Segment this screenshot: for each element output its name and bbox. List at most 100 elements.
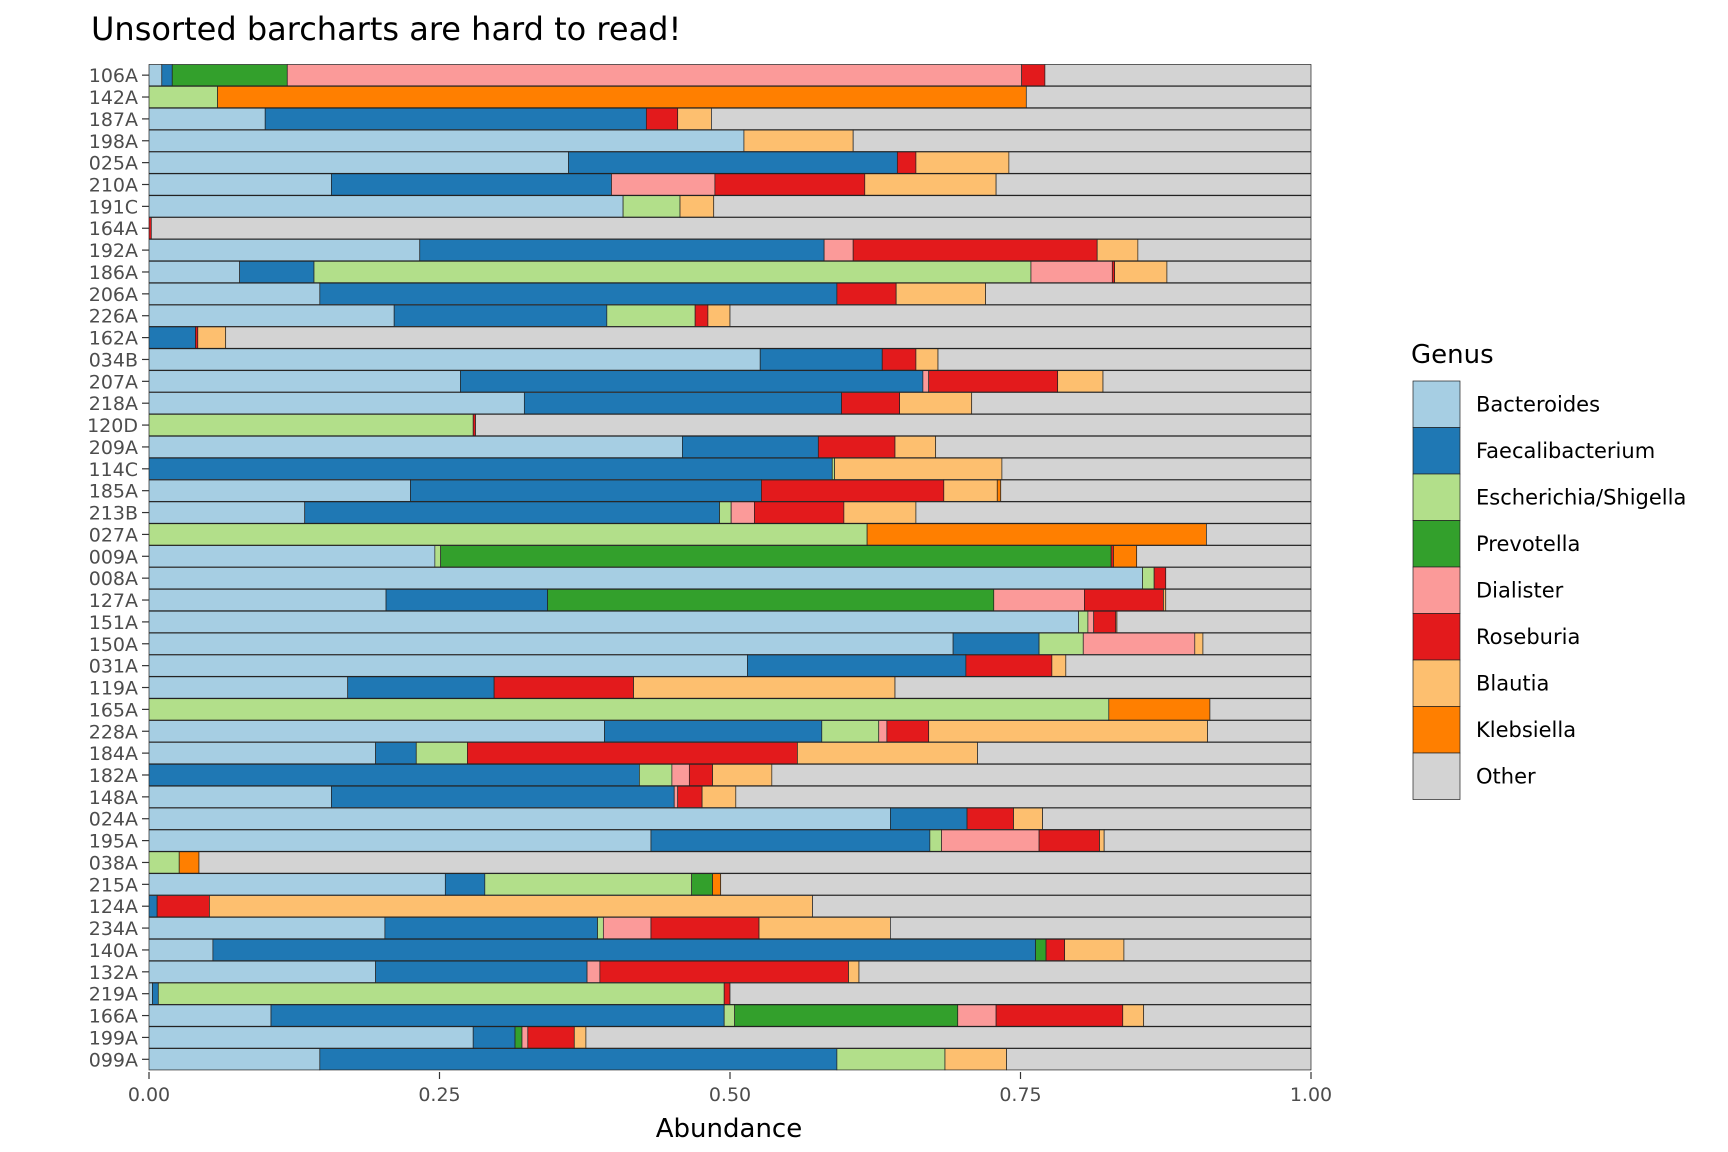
bar-segment xyxy=(713,195,1312,218)
bar-segment xyxy=(821,720,880,743)
bar-segment xyxy=(1137,239,1312,262)
y-tick-label: 114C xyxy=(88,459,138,481)
bar-segment xyxy=(152,982,159,1005)
bar-segment xyxy=(890,807,968,830)
bar-segment xyxy=(707,304,731,327)
y-tick-label: 165A xyxy=(89,699,138,721)
bar-segment xyxy=(1042,807,1312,830)
bar-segment xyxy=(375,742,417,765)
y-tick-label: 192A xyxy=(89,240,138,262)
bar-segment xyxy=(677,107,712,130)
x-tick-label: 0.00 xyxy=(128,1084,170,1106)
bar-segment xyxy=(493,676,634,699)
y-tick-label: 218A xyxy=(89,393,138,415)
bar-segment xyxy=(688,763,713,786)
bar-segment xyxy=(440,545,1112,568)
bar-segment xyxy=(1045,938,1066,961)
legend-title: Genus xyxy=(1411,340,1494,370)
bar-segment xyxy=(148,938,214,961)
bar-segment xyxy=(691,873,713,896)
bar-segment xyxy=(148,501,306,524)
bar-segment xyxy=(1202,632,1312,655)
bar-segment xyxy=(836,282,897,305)
y-tick-label: 210A xyxy=(89,175,138,197)
legend-label: Other xyxy=(1476,764,1536,788)
bar-segment xyxy=(944,1048,1007,1071)
bar-segment xyxy=(148,917,386,940)
y-tick-label: 164A xyxy=(89,218,138,240)
bar-segment xyxy=(714,173,866,196)
bar-segment xyxy=(1038,632,1084,655)
bar-segment xyxy=(993,589,1085,612)
bar-segment xyxy=(375,960,588,983)
bar-segment xyxy=(894,676,1312,699)
bar-segment xyxy=(881,348,917,371)
y-tick-label: 142A xyxy=(89,87,138,109)
bar-segment xyxy=(568,151,898,174)
bar-segment xyxy=(957,1004,997,1027)
bar-segment xyxy=(843,501,917,524)
legend-key xyxy=(1412,613,1461,661)
legend-key xyxy=(1412,752,1461,800)
bar-segment xyxy=(812,895,1312,918)
bar-segment xyxy=(148,435,683,458)
bar-segment xyxy=(886,720,930,743)
y-tick-label: 132A xyxy=(89,962,138,984)
bar-segment xyxy=(148,873,446,896)
bar-segment xyxy=(393,304,608,327)
bar-segment xyxy=(178,851,200,874)
y-tick-label: 228A xyxy=(89,721,138,743)
bar-segment xyxy=(148,282,321,305)
legend-key xyxy=(1412,520,1461,568)
bar-segment xyxy=(985,282,1312,305)
y-tick-label: 034B xyxy=(89,349,138,371)
bar-segment xyxy=(712,763,773,786)
bar-segment xyxy=(148,1004,272,1027)
bar-segment xyxy=(225,326,1312,349)
legend-key xyxy=(1412,380,1461,428)
bar-segment xyxy=(467,742,798,765)
bar-segment xyxy=(928,370,1059,393)
bar-segment xyxy=(239,260,315,283)
bar-segment xyxy=(148,720,605,743)
y-tick-label: 215A xyxy=(89,874,138,896)
bar-segment xyxy=(922,370,930,393)
bar-segment xyxy=(1064,938,1125,961)
y-tick-label: 106A xyxy=(89,65,138,87)
bar-segment xyxy=(286,64,1023,87)
bar-segment xyxy=(419,239,825,262)
x-axis: 0.00 0.25 0.50 0.75 1.00 xyxy=(128,1072,1332,1106)
y-tick-label: 207A xyxy=(89,371,138,393)
y-tick-label: 031A xyxy=(89,656,138,678)
bar-segment xyxy=(864,173,997,196)
bar-segment xyxy=(995,1004,1124,1027)
bar-segment xyxy=(996,479,1002,502)
bar-segment xyxy=(384,917,598,940)
legend-key xyxy=(1412,566,1461,614)
bar-segment xyxy=(743,129,854,152)
y-tick-label: 213B xyxy=(89,503,138,525)
bar-segment xyxy=(304,501,720,524)
bar-segment xyxy=(1021,64,1046,87)
bar-segment xyxy=(1206,523,1312,546)
bar-segment xyxy=(858,960,1312,983)
bar-segment xyxy=(148,370,461,393)
bar-segment xyxy=(1084,589,1164,612)
bar-segment xyxy=(866,523,1207,546)
bar-segment xyxy=(523,392,842,415)
bar-segment xyxy=(823,239,854,262)
bar-segment xyxy=(1108,698,1211,721)
bar-segment xyxy=(197,326,227,349)
bar-segment xyxy=(611,173,716,196)
bar-segment xyxy=(148,107,266,130)
bar-segment xyxy=(148,523,868,546)
bar-segment xyxy=(965,654,1053,677)
bar-segment xyxy=(1142,567,1155,590)
bar-segment xyxy=(319,282,838,305)
bar-segment xyxy=(915,348,939,371)
bar-segment xyxy=(1153,567,1167,590)
bar-segment xyxy=(606,304,696,327)
bar-segment xyxy=(1087,610,1095,633)
bar-segment xyxy=(148,151,569,174)
y-tick-label: 206A xyxy=(89,284,138,306)
